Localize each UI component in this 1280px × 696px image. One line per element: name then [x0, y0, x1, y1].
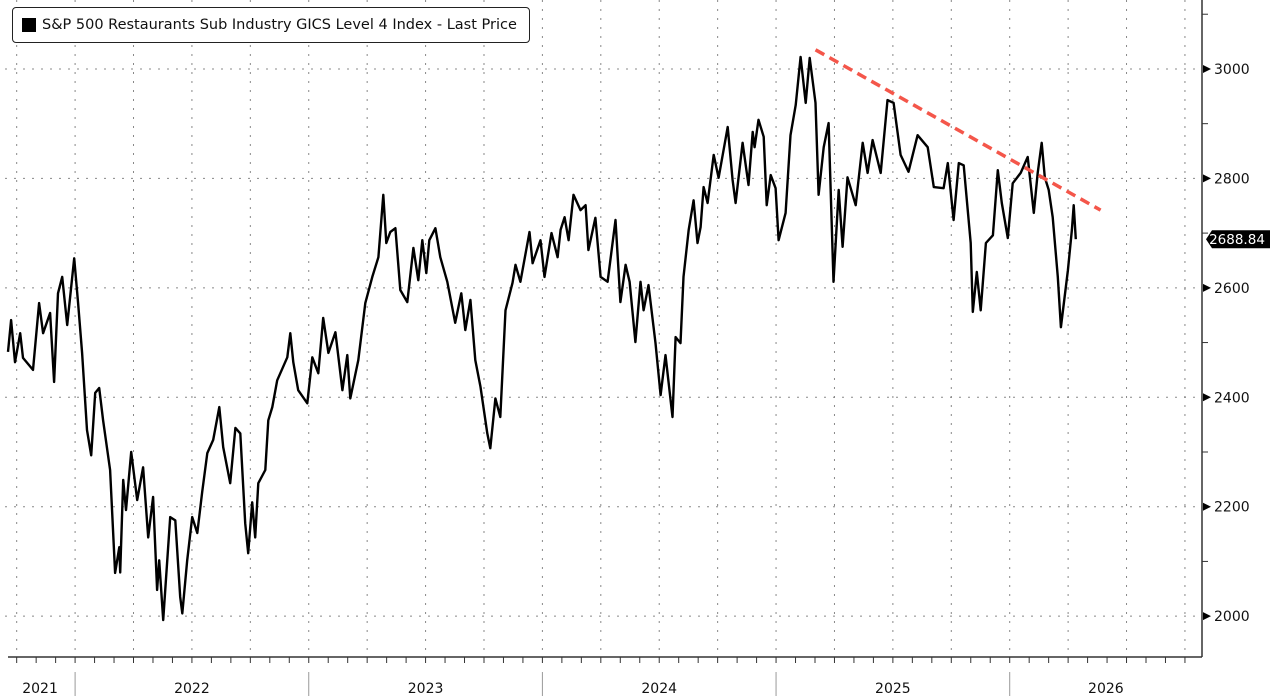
y-tick-pointer — [1203, 502, 1211, 511]
y-tick-label: 2400 — [1214, 390, 1250, 406]
resistance-trendline — [814, 48, 1102, 212]
x-tick-label: 2025 — [875, 681, 911, 696]
x-tick-label: 2021 — [22, 681, 58, 696]
y-tick-pointer — [1203, 174, 1211, 183]
x-tick-label: 2022 — [174, 681, 210, 696]
price-series-line — [6, 55, 1077, 622]
legend-label: S&P 500 Restaurants Sub Industry GICS Le… — [42, 17, 517, 33]
annotation-layer — [814, 48, 1102, 212]
axes: 2000 2200 2400 2600 2800 3000 2021 2022 2023 2024… — [8, 0, 1270, 696]
y-tick-label: 2600 — [1214, 281, 1250, 297]
x-tick-label: 2024 — [641, 681, 677, 696]
x-tick-label: 2023 — [408, 681, 444, 696]
y-tick-pointer — [1203, 64, 1211, 73]
y-tick-label: 2000 — [1214, 609, 1250, 625]
last-price-label: 2688.84 — [1209, 232, 1265, 248]
x-tick-label: 2026 — [1088, 681, 1124, 696]
y-tick-pointer — [1203, 393, 1211, 402]
legend: S&P 500 Restaurants Sub Industry GICS Le… — [12, 7, 530, 43]
legend-swatch — [22, 18, 36, 32]
y-tick-pointer — [1203, 612, 1211, 621]
y-tick-label: 2800 — [1214, 171, 1250, 187]
y-tick-pointer — [1203, 283, 1211, 292]
series-layer — [6, 55, 1077, 622]
gridlines — [5, 0, 1202, 657]
y-tick-label: 2200 — [1214, 500, 1250, 516]
last-price-tag — [1206, 230, 1270, 249]
y-tick-label: 3000 — [1214, 62, 1250, 78]
